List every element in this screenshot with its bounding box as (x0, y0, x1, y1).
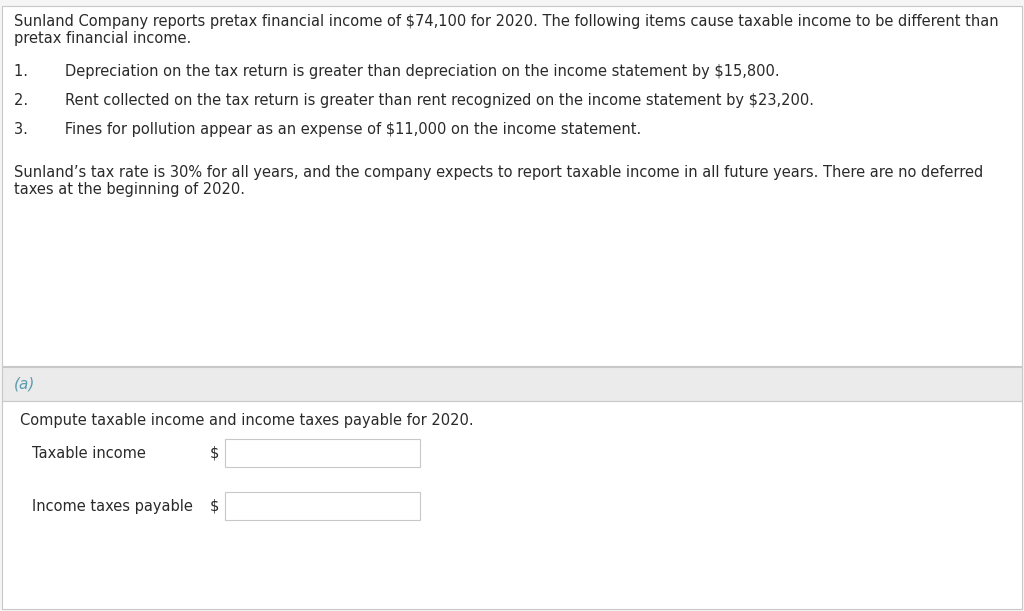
Text: Taxable income: Taxable income (32, 445, 145, 461)
FancyBboxPatch shape (225, 492, 420, 520)
FancyBboxPatch shape (2, 367, 1022, 401)
FancyBboxPatch shape (2, 401, 1022, 609)
Text: Compute taxable income and income taxes payable for 2020.: Compute taxable income and income taxes … (20, 413, 474, 428)
Text: 1.        Depreciation on the tax return is greater than depreciation on the inc: 1. Depreciation on the tax return is gre… (14, 64, 779, 79)
Text: Sunland’s tax rate is 30% for all years, and the company expects to report taxab: Sunland’s tax rate is 30% for all years,… (14, 165, 983, 180)
Text: taxes at the beginning of 2020.: taxes at the beginning of 2020. (14, 182, 245, 197)
Text: $: $ (210, 499, 219, 513)
Text: Income taxes payable: Income taxes payable (32, 499, 193, 513)
Text: 3.        Fines for pollution appear as an expense of $11,000 on the income stat: 3. Fines for pollution appear as an expe… (14, 122, 641, 137)
Text: Sunland Company reports pretax financial income of $74,100 for 2020. The followi: Sunland Company reports pretax financial… (14, 14, 998, 29)
Text: (a): (a) (14, 376, 36, 392)
FancyBboxPatch shape (2, 6, 1022, 366)
Text: $: $ (210, 445, 219, 461)
Text: 2.        Rent collected on the tax return is greater than rent recognized on th: 2. Rent collected on the tax return is g… (14, 93, 814, 108)
FancyBboxPatch shape (225, 439, 420, 467)
Text: pretax financial income.: pretax financial income. (14, 31, 191, 46)
